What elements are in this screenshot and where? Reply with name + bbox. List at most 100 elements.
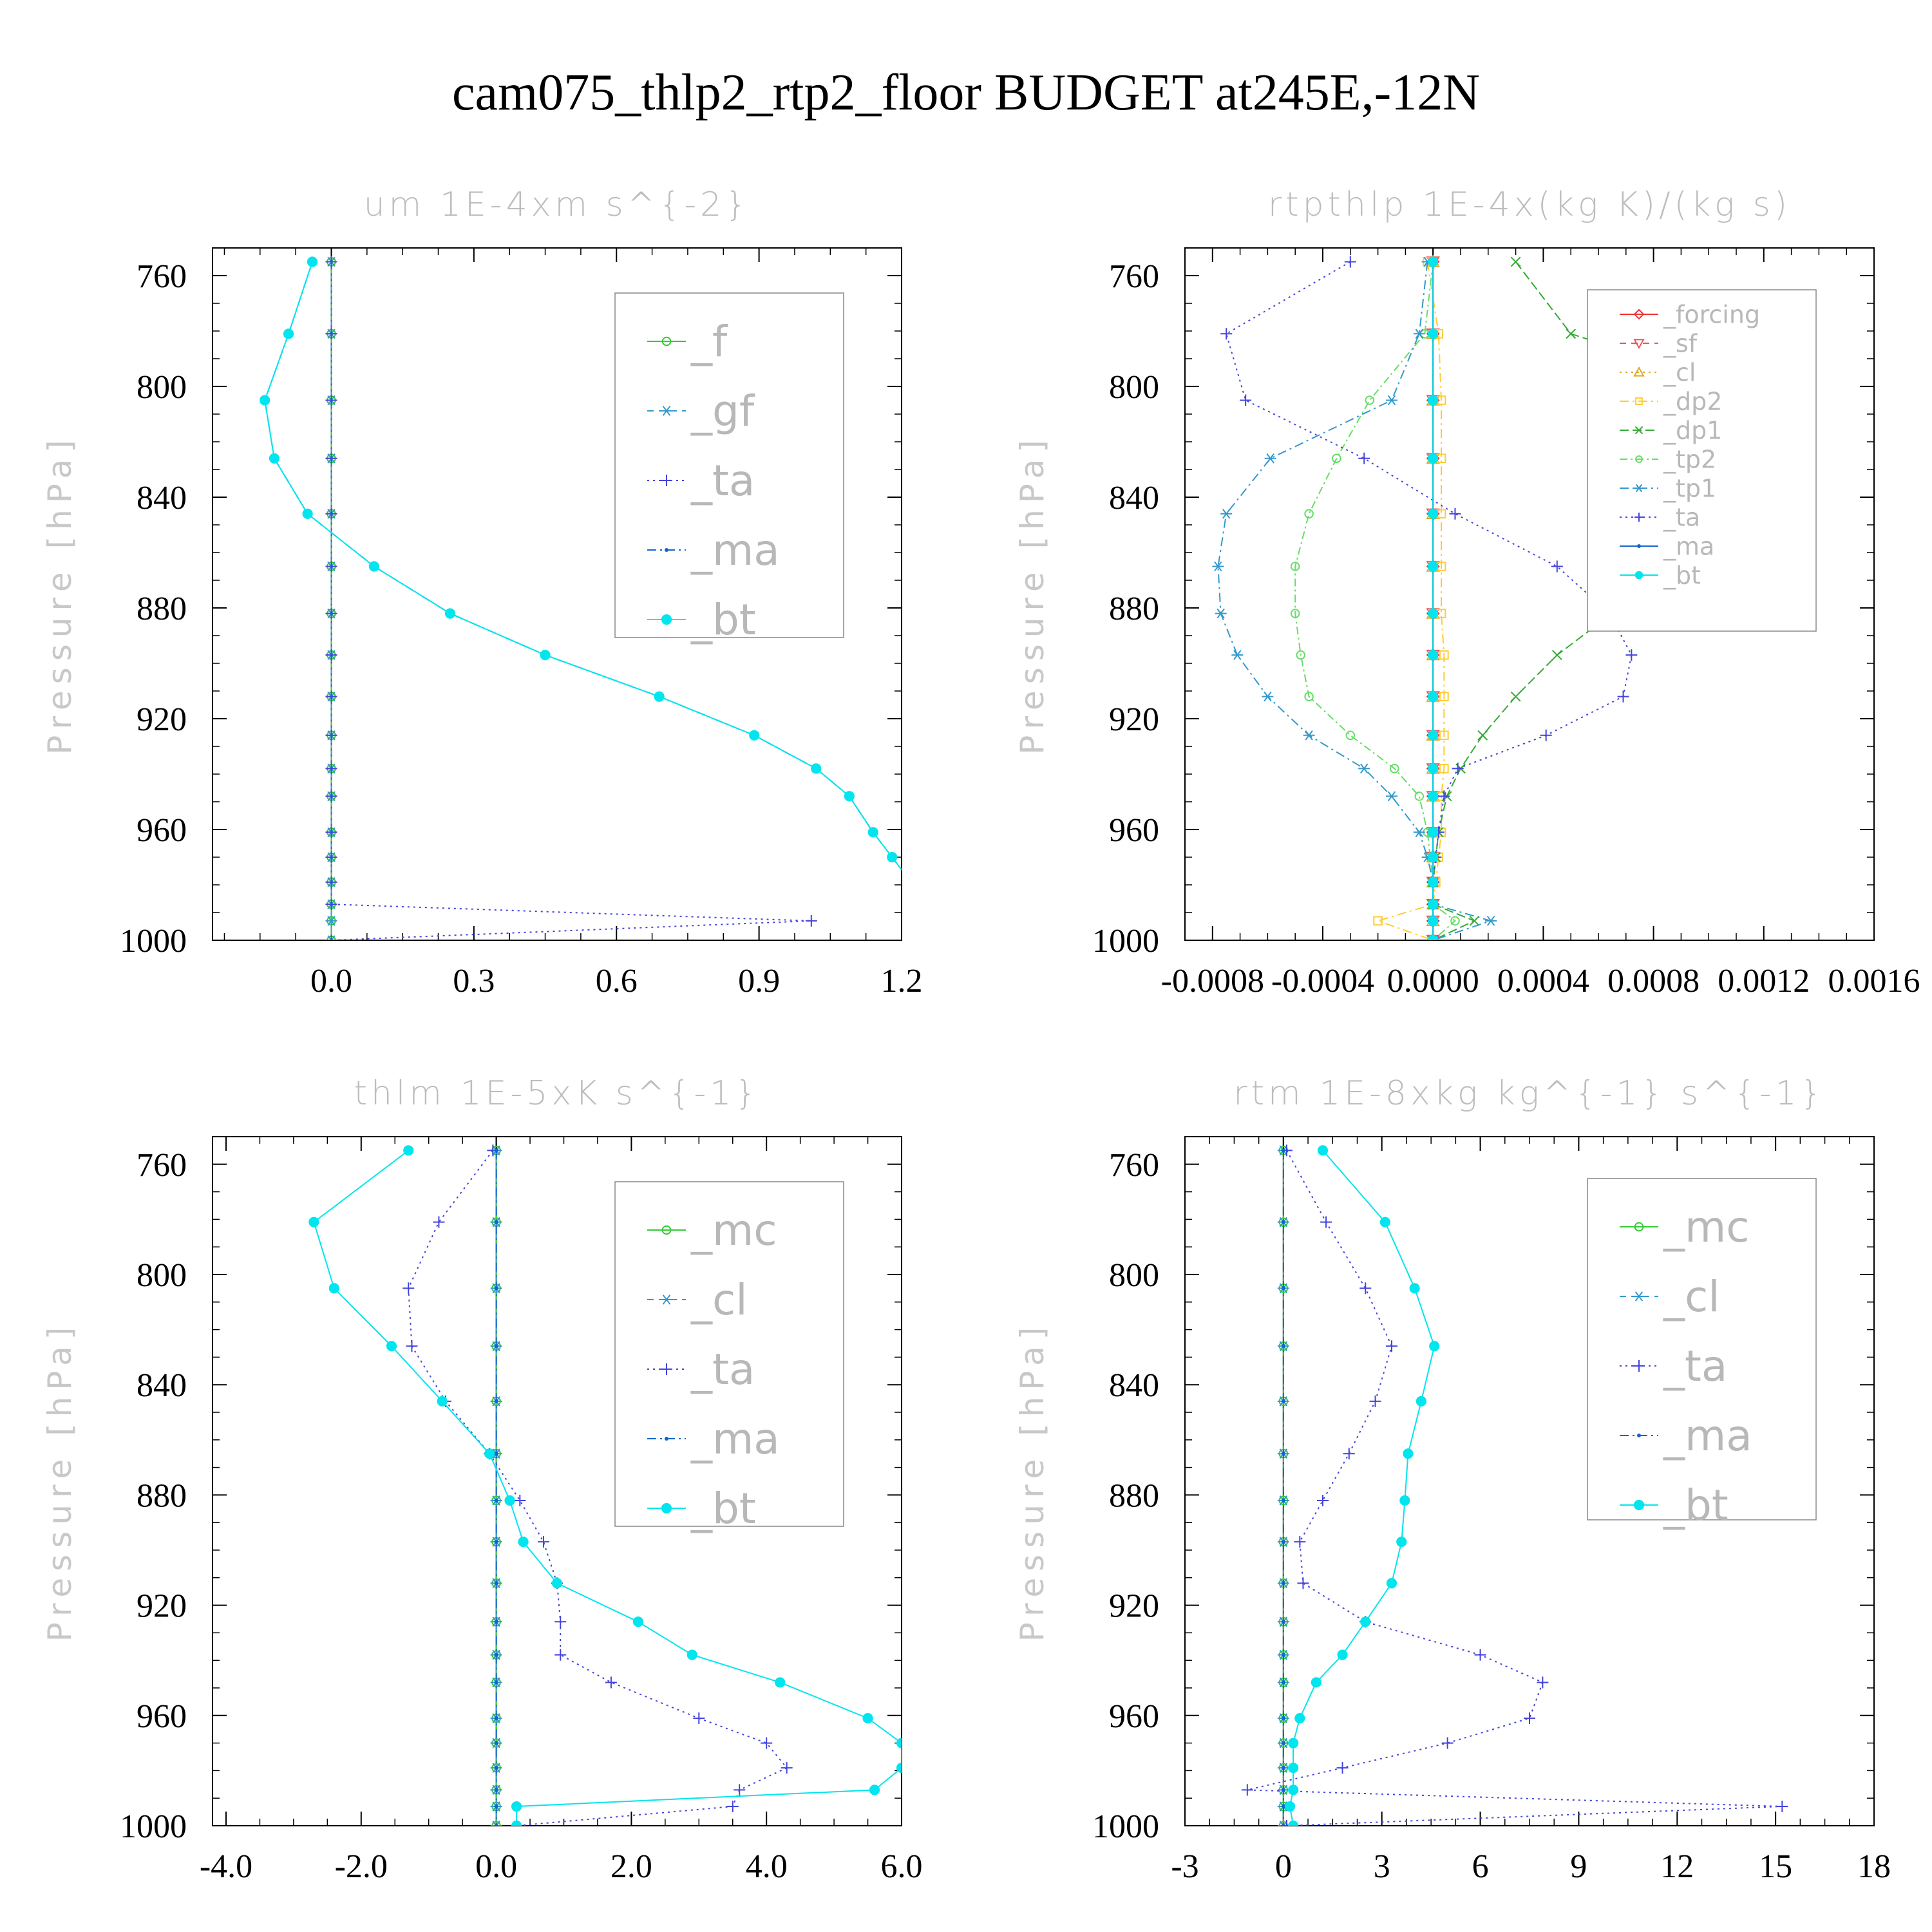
data-point bbox=[1428, 256, 1439, 267]
data-point bbox=[1288, 1738, 1299, 1748]
x-tick-label: 0.0004 bbox=[1497, 963, 1589, 999]
legend-label: _ma bbox=[690, 526, 780, 575]
panel-title: um 1E-4xm s^{-2} bbox=[364, 185, 751, 224]
data-point bbox=[325, 507, 337, 520]
legend-marker bbox=[1634, 426, 1643, 435]
series-group bbox=[308, 1144, 902, 1826]
y-tick-label: 760 bbox=[137, 258, 187, 295]
data-point bbox=[511, 1801, 522, 1812]
data-point bbox=[325, 607, 337, 620]
x-tick-label: 0.9 bbox=[738, 963, 780, 999]
y-tick-label: 800 bbox=[1109, 369, 1159, 406]
y-axis-label: Pressure [hPa] bbox=[1014, 433, 1051, 755]
data-point bbox=[862, 1712, 873, 1724]
legend-marker bbox=[1634, 513, 1643, 522]
data-point bbox=[484, 1448, 495, 1459]
chart-panel-3: thlm 1E-5xK s^{-1} Pressure [hPa] 760 800 84… bbox=[41, 1074, 923, 1885]
legend-label: _dp2 bbox=[1663, 387, 1722, 415]
data-point bbox=[1441, 1737, 1454, 1749]
x-tick-label: 0.6 bbox=[596, 963, 638, 999]
data-point bbox=[514, 1494, 526, 1506]
data-point bbox=[325, 790, 337, 802]
y-axis-label: Pressure [hPa] bbox=[1014, 1321, 1051, 1642]
data-point bbox=[494, 1766, 498, 1770]
data-point bbox=[494, 1716, 498, 1721]
data-point bbox=[1428, 730, 1439, 741]
legend: _f _gf _ta _ma _bt bbox=[614, 292, 844, 645]
x-tick-label: -0.0008 bbox=[1161, 963, 1264, 999]
data-point bbox=[1360, 1616, 1371, 1627]
x-tick-label: -4.0 bbox=[200, 1848, 252, 1885]
data-point bbox=[1281, 1148, 1285, 1153]
data-point bbox=[1450, 916, 1460, 926]
data-point bbox=[1281, 1824, 1285, 1826]
x-tick-label: 2.0 bbox=[611, 1848, 652, 1885]
legend-box bbox=[614, 1181, 844, 1527]
y-tick-label: 960 bbox=[1109, 812, 1159, 849]
chart-panel-1: um 1E-4xm s^{-2} Pressure [hPa] 760 800 840 8… bbox=[41, 185, 923, 999]
data-point bbox=[1776, 1801, 1788, 1813]
data-point bbox=[1413, 328, 1425, 339]
data-point bbox=[1510, 256, 1521, 267]
x-tick-label: 3 bbox=[1374, 1848, 1390, 1885]
y-tick-label: 960 bbox=[1109, 1698, 1159, 1735]
data-point bbox=[1379, 1217, 1390, 1227]
data-point bbox=[1294, 1712, 1305, 1724]
y-axis-label: Pressure [hPa] bbox=[41, 433, 79, 755]
x-tick-label: 0 bbox=[1275, 1848, 1292, 1885]
data-point bbox=[494, 1498, 498, 1502]
data-point bbox=[494, 1680, 498, 1685]
x-tick-label: 9 bbox=[1570, 1848, 1587, 1885]
y-tick-label: 760 bbox=[137, 1147, 187, 1184]
data-point bbox=[494, 1620, 498, 1624]
data-point bbox=[844, 791, 855, 802]
data-point bbox=[325, 916, 337, 926]
panel-title: rtpthlp 1E-4x(kg K)/(kg s) bbox=[1268, 185, 1791, 224]
series-line bbox=[330, 261, 811, 940]
data-point bbox=[325, 560, 337, 573]
data-point bbox=[1389, 764, 1399, 773]
plot-frame bbox=[212, 247, 902, 941]
data-point bbox=[325, 452, 337, 464]
y-tick-label: 920 bbox=[137, 1588, 187, 1625]
data-point bbox=[406, 1340, 418, 1352]
data-point bbox=[402, 1282, 415, 1294]
data-point bbox=[325, 328, 337, 340]
legend: _mc _cl _ta _ma _bt bbox=[1587, 1178, 1817, 1530]
y-axis-label: Pressure [hPa] bbox=[41, 1321, 79, 1642]
legend-label: _bt bbox=[1663, 1481, 1728, 1530]
legend-marker bbox=[1633, 366, 1645, 377]
y-tick-label: 1000 bbox=[120, 1808, 187, 1845]
data-point bbox=[490, 1821, 502, 1826]
data-point bbox=[632, 1616, 643, 1627]
data-point bbox=[1365, 395, 1375, 405]
data-point bbox=[1215, 608, 1227, 619]
data-point bbox=[1428, 608, 1439, 619]
x-tick-label: 6 bbox=[1472, 1848, 1489, 1885]
data-point bbox=[1469, 915, 1480, 926]
chart-panel-2: rtpthlp 1E-4x(kg K)/(kg s) Pressure [hPa]… bbox=[1014, 185, 1920, 999]
chart-panel-4: rtm 1E-8xkg kg^{-1} s^{-1} Pressure [hPa]… bbox=[1014, 1074, 1891, 1885]
data-point bbox=[494, 1220, 498, 1224]
data-point bbox=[781, 1762, 793, 1774]
legend-label: _bt bbox=[1663, 561, 1701, 589]
legend-label: _tp1 bbox=[1663, 474, 1716, 502]
data-point bbox=[1428, 915, 1439, 926]
data-point bbox=[1439, 692, 1449, 701]
data-point bbox=[1336, 1762, 1349, 1774]
data-point bbox=[494, 1824, 498, 1826]
data-point bbox=[1281, 1540, 1285, 1544]
data-point bbox=[605, 1676, 617, 1689]
y-tick-label: 840 bbox=[137, 1367, 187, 1404]
x-tick-label: 0.0 bbox=[475, 1848, 517, 1885]
data-point bbox=[1428, 763, 1439, 774]
data-point bbox=[518, 1537, 529, 1548]
data-point bbox=[749, 730, 760, 741]
y-tick-label: 1000 bbox=[1092, 923, 1159, 960]
data-point bbox=[1386, 791, 1397, 802]
data-point bbox=[867, 827, 878, 838]
data-point bbox=[1281, 1620, 1285, 1624]
legend-label: _ta bbox=[1663, 1341, 1727, 1391]
data-point bbox=[403, 1145, 414, 1156]
x-tick-label: 15 bbox=[1759, 1848, 1792, 1885]
